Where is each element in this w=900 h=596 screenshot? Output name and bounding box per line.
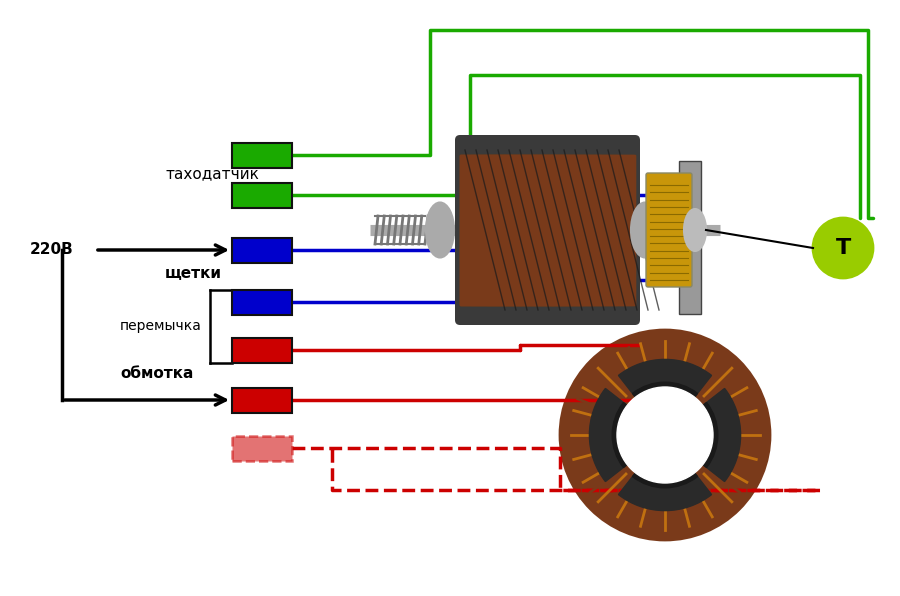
Polygon shape — [460, 155, 505, 305]
FancyBboxPatch shape — [232, 182, 292, 207]
Polygon shape — [460, 155, 553, 305]
FancyBboxPatch shape — [232, 387, 292, 412]
Polygon shape — [487, 155, 617, 305]
Text: T: T — [835, 238, 850, 258]
Polygon shape — [460, 155, 569, 305]
FancyBboxPatch shape — [232, 337, 292, 362]
Polygon shape — [551, 155, 635, 305]
Wedge shape — [633, 435, 698, 488]
Text: таходатчик: таходатчик — [165, 166, 259, 182]
Polygon shape — [519, 155, 635, 305]
Text: обмотка: обмотка — [120, 367, 194, 381]
Text: 220В: 220В — [30, 243, 74, 257]
FancyBboxPatch shape — [679, 246, 701, 314]
Wedge shape — [633, 382, 698, 435]
Polygon shape — [471, 155, 601, 305]
Ellipse shape — [684, 209, 706, 251]
FancyBboxPatch shape — [232, 142, 292, 167]
FancyBboxPatch shape — [679, 161, 701, 229]
FancyBboxPatch shape — [232, 436, 292, 461]
Circle shape — [813, 218, 873, 278]
FancyBboxPatch shape — [455, 135, 640, 325]
FancyBboxPatch shape — [232, 290, 292, 315]
Wedge shape — [665, 389, 741, 482]
Circle shape — [617, 387, 713, 483]
Ellipse shape — [631, 203, 659, 257]
Polygon shape — [460, 155, 585, 305]
FancyBboxPatch shape — [232, 237, 292, 262]
Circle shape — [560, 330, 770, 540]
Wedge shape — [590, 389, 665, 482]
Wedge shape — [665, 402, 718, 467]
Text: щетки: щетки — [165, 266, 222, 281]
Wedge shape — [618, 359, 712, 435]
Ellipse shape — [426, 203, 454, 257]
FancyBboxPatch shape — [646, 173, 692, 287]
Text: перемычка: перемычка — [120, 319, 202, 333]
Polygon shape — [460, 155, 521, 305]
Polygon shape — [503, 155, 633, 305]
Polygon shape — [535, 155, 635, 305]
Polygon shape — [460, 155, 537, 305]
Wedge shape — [612, 402, 665, 467]
Wedge shape — [618, 435, 712, 511]
